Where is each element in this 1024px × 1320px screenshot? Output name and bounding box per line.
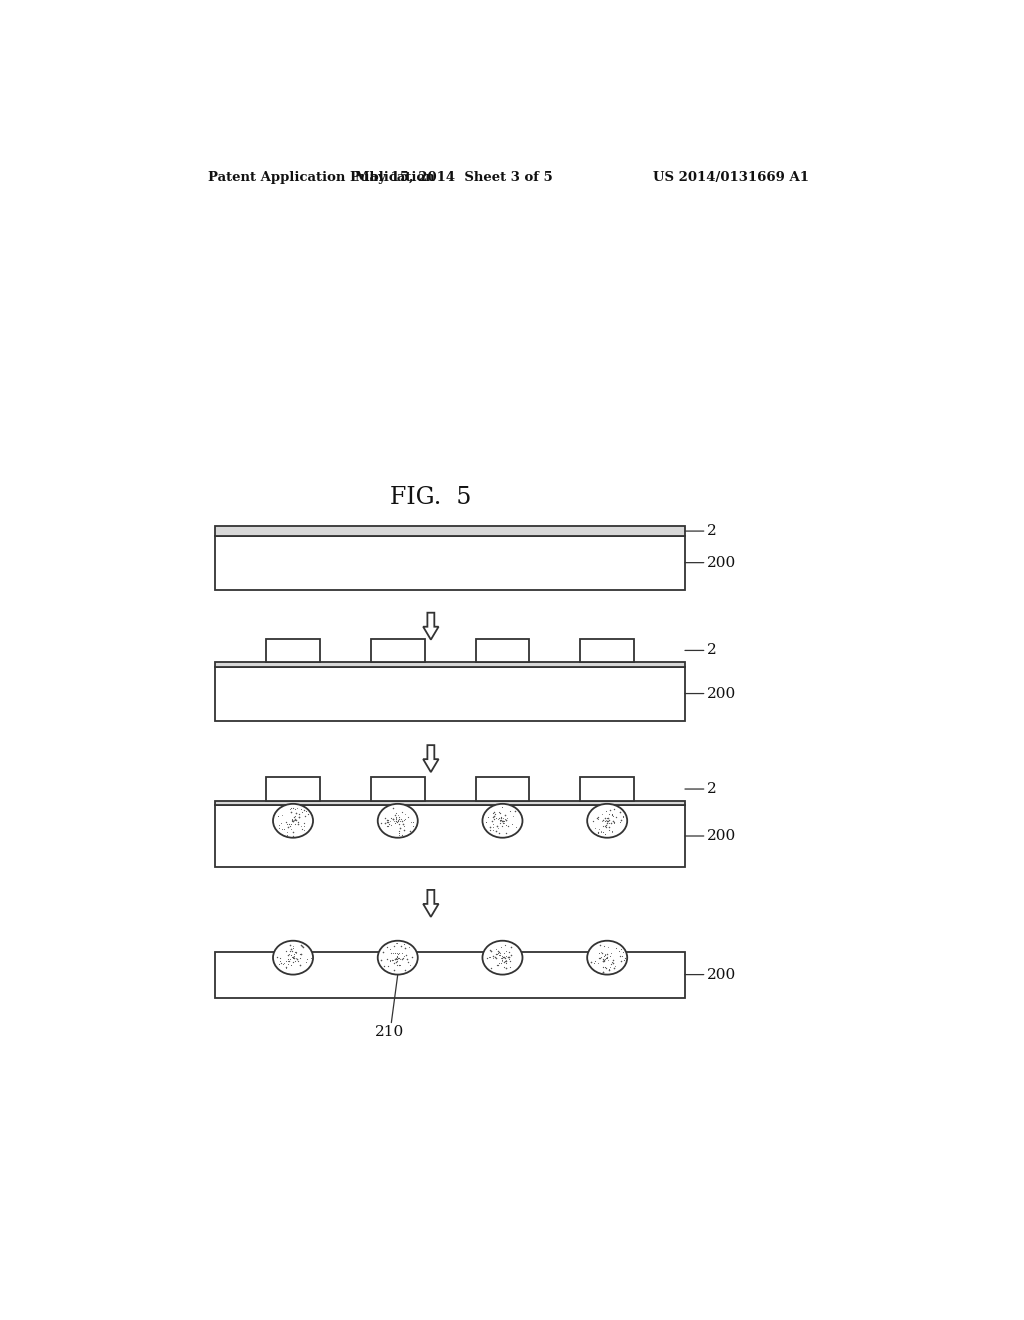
Ellipse shape [273, 804, 313, 838]
Text: 2: 2 [685, 524, 716, 539]
Bar [215, 536, 685, 590]
Text: 2: 2 [685, 781, 716, 796]
Bar [475, 777, 529, 800]
Ellipse shape [587, 941, 628, 974]
Ellipse shape [587, 804, 628, 838]
Text: 200: 200 [685, 968, 736, 982]
Bar [266, 777, 319, 800]
Bar [371, 639, 425, 663]
Bar [215, 800, 685, 805]
Text: US 2014/0131669 A1: US 2014/0131669 A1 [653, 172, 809, 185]
Bar [215, 805, 685, 867]
Polygon shape [423, 744, 438, 772]
Bar [215, 667, 685, 721]
Bar [215, 952, 685, 998]
Ellipse shape [273, 941, 313, 974]
Ellipse shape [482, 941, 522, 974]
Ellipse shape [482, 804, 522, 838]
Bar [215, 663, 685, 667]
Text: Patent Application Publication: Patent Application Publication [208, 172, 434, 185]
Text: 210: 210 [376, 974, 404, 1039]
Text: 200: 200 [685, 686, 736, 701]
Text: 200: 200 [685, 556, 736, 570]
Bar [371, 777, 425, 800]
Polygon shape [423, 612, 438, 640]
Text: May 15, 2014  Sheet 3 of 5: May 15, 2014 Sheet 3 of 5 [355, 172, 553, 185]
Bar [266, 639, 319, 663]
Bar [581, 639, 634, 663]
Text: 200: 200 [685, 829, 736, 843]
Ellipse shape [378, 804, 418, 838]
Polygon shape [423, 890, 438, 917]
Bar [475, 639, 529, 663]
Text: 2: 2 [685, 643, 716, 657]
Ellipse shape [378, 941, 418, 974]
Text: FIG.  5: FIG. 5 [390, 486, 471, 508]
Bar [215, 527, 685, 536]
Bar [581, 777, 634, 800]
